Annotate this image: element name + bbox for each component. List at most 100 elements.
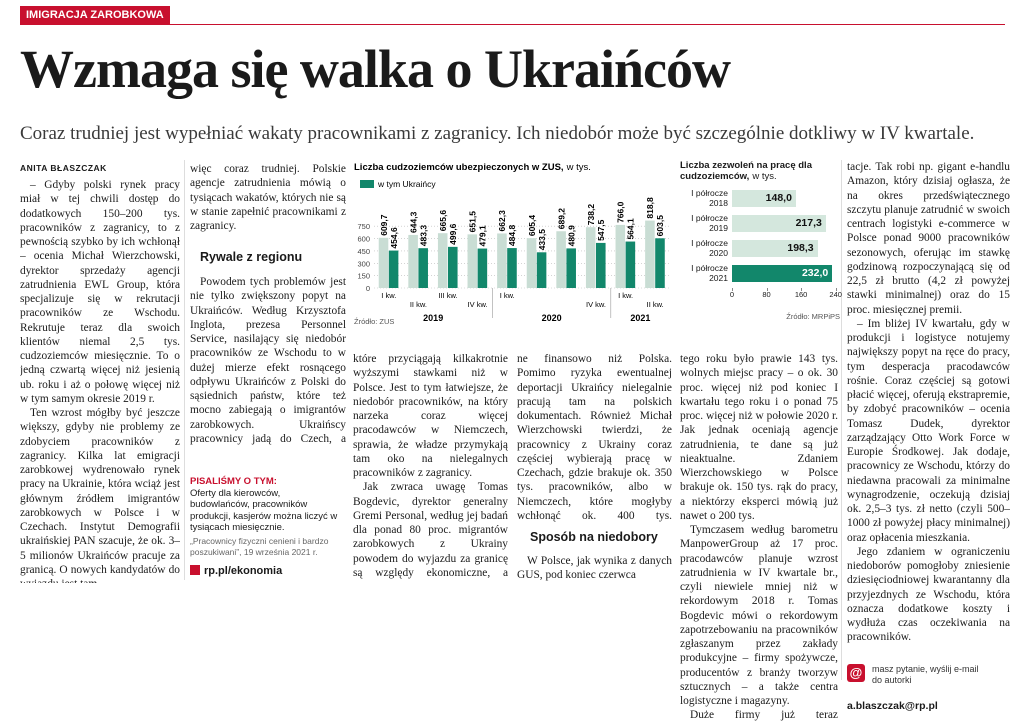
paragraph: tacje. Tak robi np. gigant e-handlu Amaz… (847, 161, 1010, 316)
paragraph: ne finansowo niż Polska. Pomimo ryzyka e… (517, 353, 672, 522)
chart-permits: Liczba zezwoleń na pracę dla cudzoziemcó… (680, 160, 842, 330)
x-tick-label: 0 (729, 290, 735, 299)
value-label: 665,6 (438, 210, 448, 232)
headline: Wzmaga się walka o Ukraińców (20, 39, 731, 99)
column: tego roku było prawie 143 tys. wolnych m… (680, 352, 838, 724)
value-label: 433,5 (537, 229, 547, 251)
bar (585, 227, 596, 288)
subheading: Rywale z regionu (200, 250, 303, 264)
paragraph: więc coraz trudniej. Polskie agencje zat… (190, 163, 346, 232)
value-label: 662,3 (497, 210, 507, 232)
bar (388, 250, 399, 288)
contact-email[interactable]: a.blaszczak@rp.pl (847, 700, 938, 712)
x-tick-label: 80 (762, 290, 771, 299)
bar (526, 238, 537, 288)
value-label: 547,5 (596, 219, 606, 241)
box-quote: „Pracownicy fizyczni cenieni i bardzo po… (190, 535, 329, 558)
value-label: 564,1 (626, 218, 636, 240)
column: Powodem tych problemów jest nie tylko zw… (190, 275, 346, 447)
value-label: 766,0 (616, 201, 626, 223)
y-tick-label: 600 (357, 235, 370, 244)
paragraph: – Im bliżej IV kwartału, gdy w produkcji… (847, 317, 1010, 544)
x-tick-label: II kw. (647, 300, 664, 309)
related-box: PISALIŚMY O TYM: Oferty dla kierowców, b… (190, 476, 340, 577)
paragraph: Ten wzrost mógłby być jeszcze większy, g… (20, 407, 180, 583)
x-tick-label: 160 (794, 290, 808, 299)
group-label: 2021 (630, 313, 650, 323)
tick-mark (732, 288, 733, 291)
column: – Gdyby polski rynek pracy miał w tej ch… (20, 178, 180, 583)
bar: 198,3 (732, 240, 818, 257)
mail-icon: @ (847, 664, 865, 682)
paragraph: W Polsce, jak wynika z danych GUS, pod k… (517, 555, 672, 582)
column-rule (841, 160, 842, 680)
title-unit: w tys. (566, 162, 591, 173)
value-label: 198,3 (787, 242, 814, 254)
bar (655, 238, 665, 288)
bar (418, 248, 428, 288)
x-tick-label: IV kw. (586, 300, 606, 309)
value-label: 738,2 (586, 204, 596, 226)
paragraph: które przyciągają kilkakrotnie wyższymi … (353, 353, 508, 479)
paragraph: Duże firmy już teraz rozpoczynają więc s… (680, 709, 838, 724)
link-text[interactable]: rp.pl/ekonomia (204, 564, 283, 577)
paragraph: Powodem tych problemów jest nie tylko zw… (190, 276, 346, 445)
group-label: 2020 (542, 313, 562, 323)
paragraph: tego roku było prawie 143 tys. wolnych m… (680, 353, 838, 522)
x-tick-label: I kw. (618, 291, 633, 300)
bar (645, 220, 655, 288)
source: Źródło: ZUS (354, 317, 394, 326)
bar (448, 246, 458, 288)
legend-swatch (360, 180, 374, 188)
value-label: 148,0 (765, 192, 792, 204)
rule (20, 24, 1005, 25)
bar (596, 242, 606, 288)
column: które przyciągają kilkakrotnie wyższymi … (353, 352, 508, 582)
title-text: Liczba cudzoziemców ubezpieczonych w ZUS… (354, 162, 564, 173)
tick-mark (835, 288, 837, 291)
bar (615, 224, 626, 288)
x-tick-label: I kw. (500, 291, 515, 300)
y-tick-label: 450 (357, 247, 370, 256)
box-link[interactable]: rp.pl/ekonomia (190, 564, 340, 578)
bar (507, 248, 517, 288)
title-text: Liczba zezwoleń na pracę dla cudzoziemcó… (680, 160, 812, 182)
column: ne finansowo niż Polska. Pomimo ryzyka e… (517, 352, 672, 524)
bar (378, 237, 389, 288)
bar (536, 252, 547, 288)
bar (467, 234, 478, 288)
chart-title: Liczba zezwoleń na pracę dla cudzoziemcó… (680, 160, 840, 182)
value-label: 484,8 (507, 225, 517, 247)
bar (477, 248, 488, 288)
contact-note: masz pytanie, wyślij e-mail do autorki (872, 664, 979, 685)
value-label: 479,1 (478, 225, 488, 247)
y-tick-label: 0 (366, 284, 370, 293)
source: Źródło: MRPiPS (786, 312, 840, 321)
bar: 232,0 (732, 265, 833, 282)
lead: Coraz trudniej jest wypełniać wakaty pra… (20, 123, 975, 144)
tick-mark (766, 288, 768, 291)
value-label: 689,2 (556, 208, 566, 230)
paragraph: Tymczasem według barometru ManpowerGroup… (680, 524, 838, 707)
paragraph: – Gdyby polski rynek pracy miał w tej ch… (20, 179, 180, 405)
value-label: 454,6 (389, 227, 399, 249)
column: tacje. Tak robi np. gigant e-handlu Amaz… (847, 160, 1010, 658)
bar (625, 241, 636, 288)
column-rule (184, 160, 185, 580)
bar (566, 248, 576, 288)
legend-label: w tym Ukraińcy (377, 179, 436, 189)
bar (408, 234, 418, 288)
value-label: 483,3 (418, 225, 428, 247)
box-text: Oferty dla kierowców, budowlańców, praco… (190, 487, 338, 534)
author: ANITA BŁASZCZAK (20, 163, 107, 173)
chart-zus: Liczba cudzoziemców ubezpieczonych w ZUS… (354, 162, 670, 326)
value-label: 480,9 (566, 225, 576, 247)
category-label: I półrocze 2020 (691, 238, 728, 258)
title-unit: w tys. (752, 171, 777, 182)
x-axis: 0 80 160 240 (680, 288, 842, 300)
value-label: 603,5 (655, 215, 665, 237)
y-tick-label: 150 (357, 272, 370, 281)
value-label: 232,0 (801, 267, 829, 279)
x-tick-label: II kw. (410, 300, 427, 309)
